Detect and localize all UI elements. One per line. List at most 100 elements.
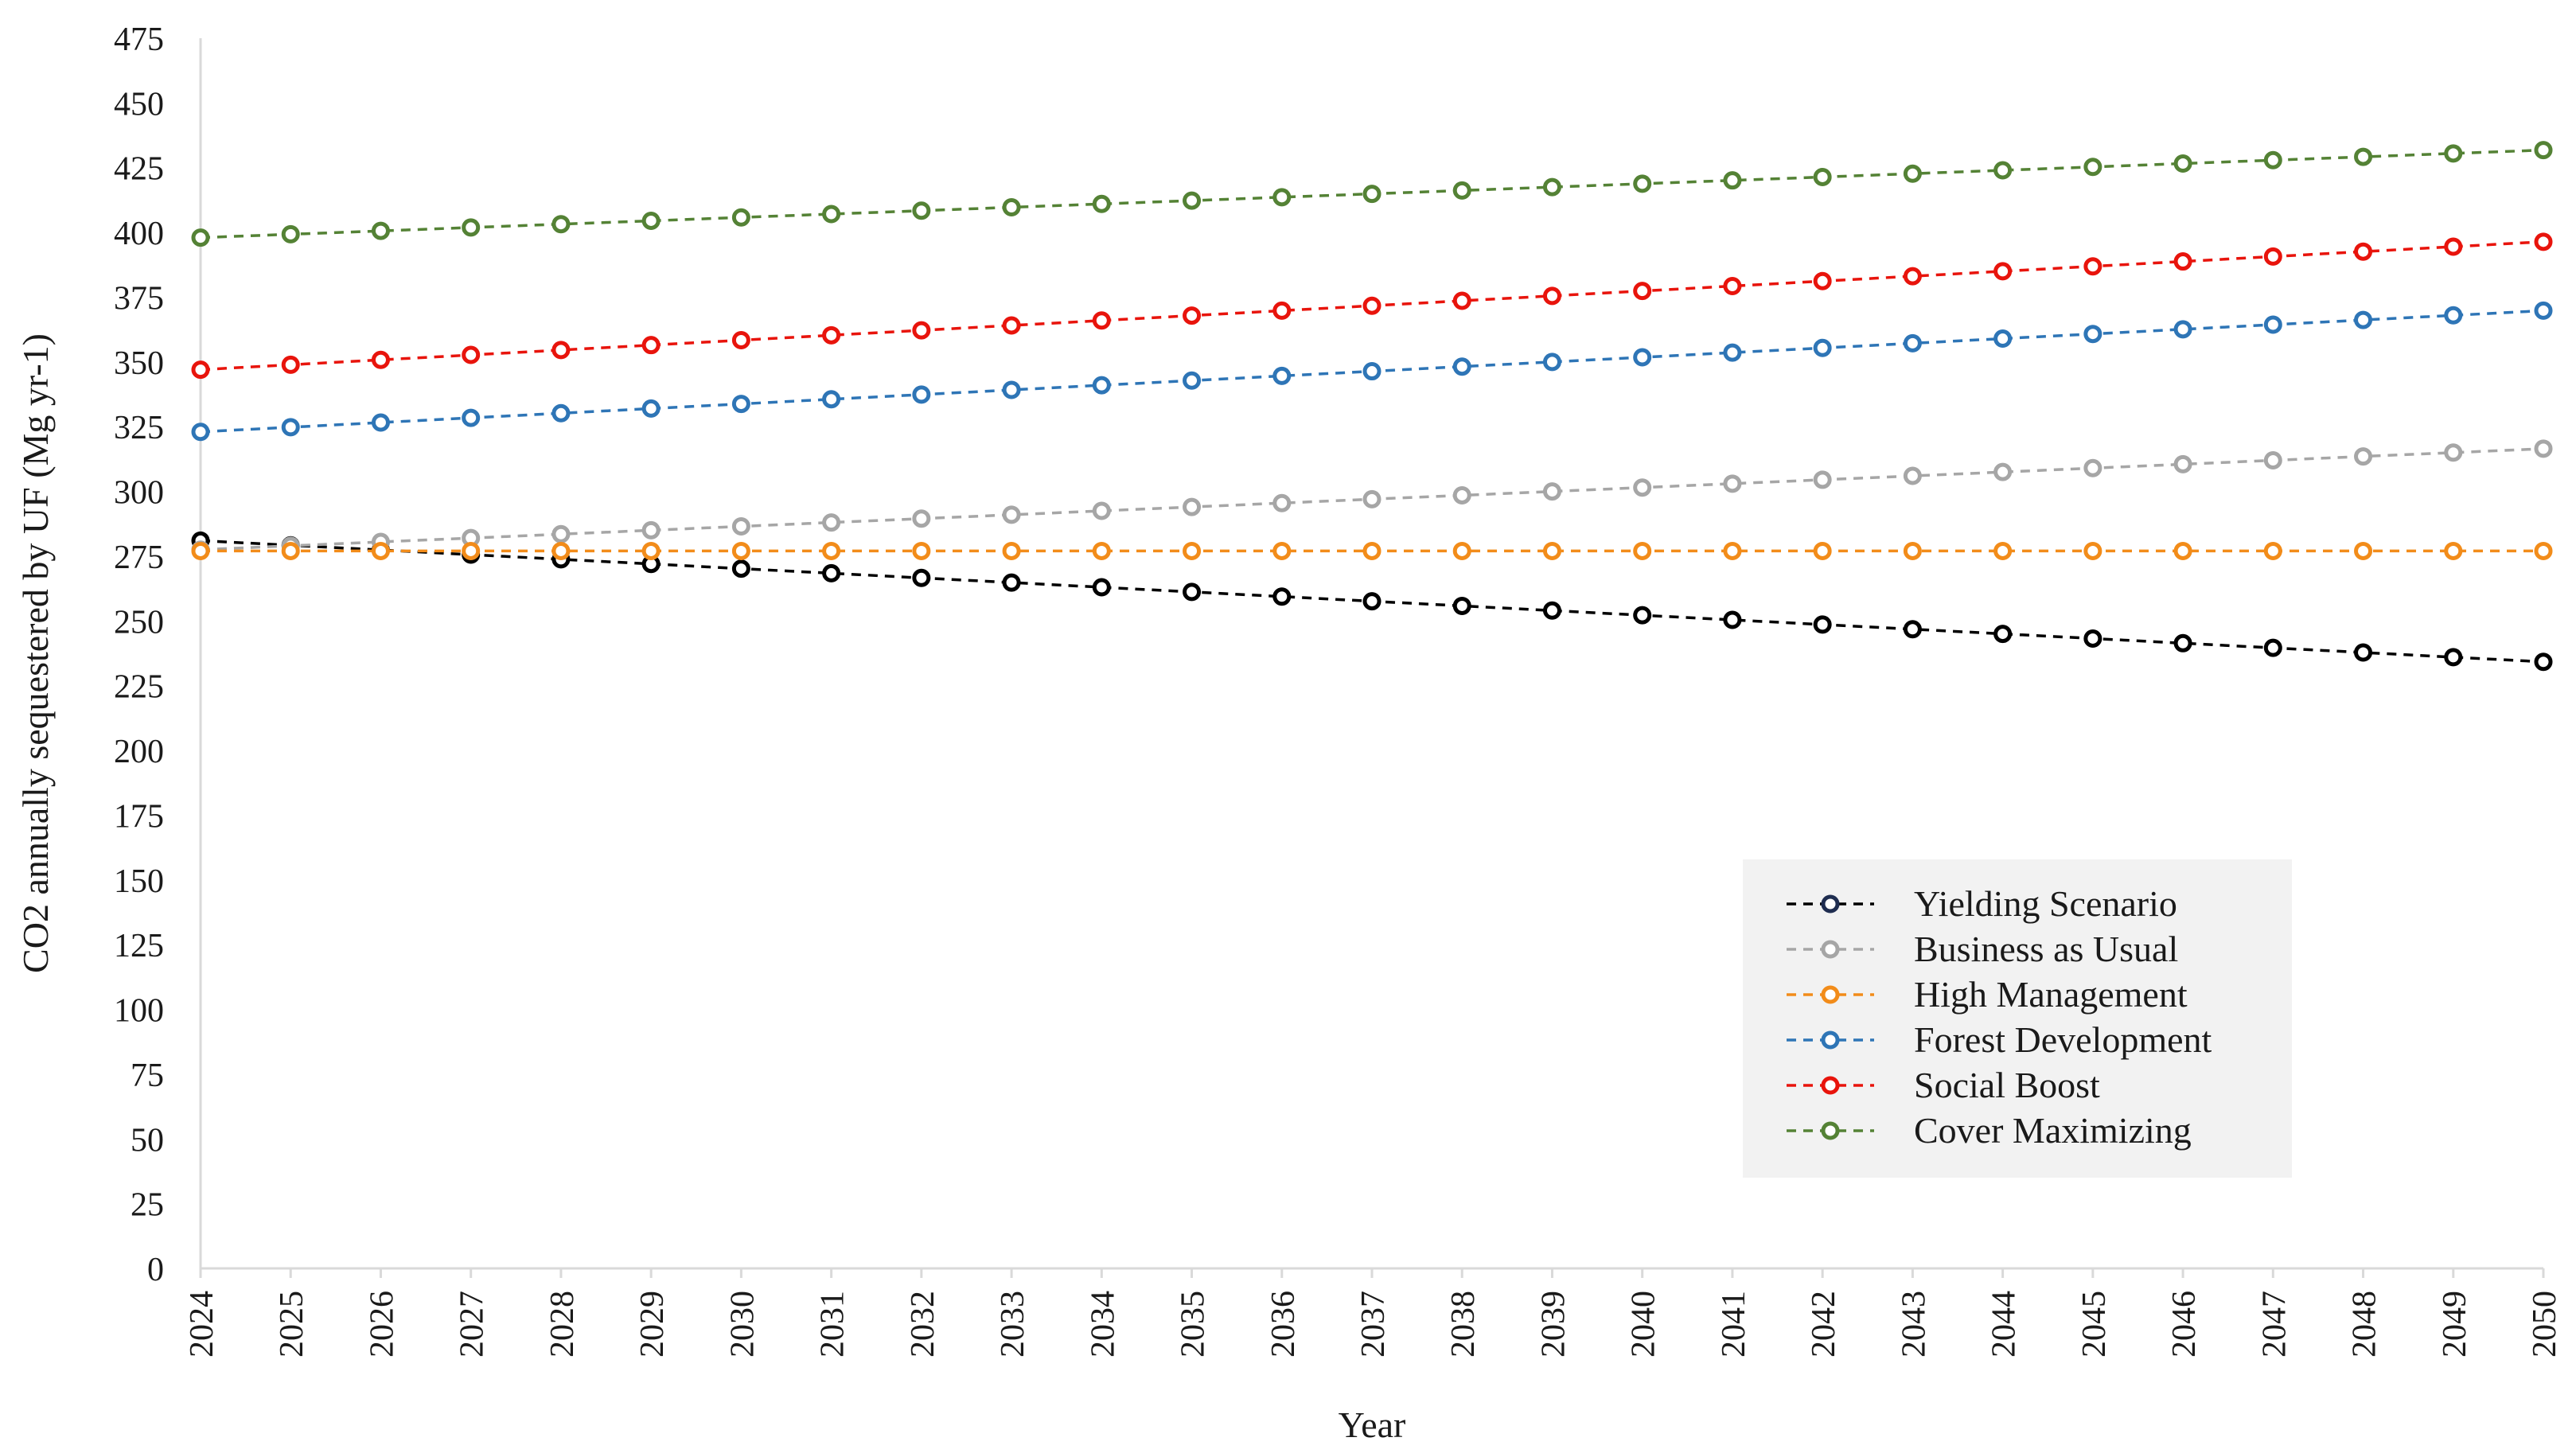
- data-point: [2263, 638, 2282, 657]
- data-point: [1813, 541, 1832, 560]
- data-point: [2444, 144, 2463, 163]
- data-point: [1723, 474, 1742, 493]
- data-point: [2534, 439, 2553, 458]
- data-point: [1993, 625, 2013, 644]
- data-point: [2263, 315, 2282, 334]
- x-tick-label: 2038: [1445, 1291, 1482, 1358]
- data-point: [2354, 643, 2373, 662]
- data-point: [1633, 541, 1652, 560]
- data-point: [2444, 541, 2463, 560]
- legend-marker: [1821, 940, 1840, 959]
- data-point: [1903, 164, 1922, 183]
- legend-label: Cover Maximizing: [1914, 1110, 2192, 1151]
- data-point: [2263, 541, 2282, 560]
- data-point: [1993, 541, 2013, 560]
- series-cover-maximizing: [191, 141, 2553, 247]
- data-point: [2354, 147, 2373, 166]
- x-tick-label: 2033: [995, 1291, 1031, 1358]
- y-tick-label: 275: [114, 540, 164, 576]
- data-point: [731, 541, 750, 560]
- y-tick-label: 100: [114, 993, 164, 1030]
- data-point: [1452, 485, 1471, 504]
- data-point: [2083, 458, 2102, 477]
- data-point: [1183, 541, 1202, 560]
- legend-label: High Management: [1914, 974, 2188, 1015]
- data-point: [1993, 329, 2013, 349]
- series-layer: [191, 141, 2553, 672]
- data-point: [1362, 489, 1382, 508]
- x-tick-label: 2037: [1355, 1291, 1392, 1358]
- data-point: [281, 541, 300, 560]
- data-point: [912, 321, 931, 340]
- data-point: [1633, 282, 1652, 301]
- data-point: [2534, 541, 2553, 560]
- data-point: [1362, 296, 1382, 315]
- data-point: [822, 541, 841, 560]
- data-point: [1542, 541, 1561, 560]
- x-tick-label: 2045: [2076, 1291, 2113, 1358]
- data-point: [371, 413, 390, 432]
- x-tick-label: 2026: [364, 1291, 400, 1358]
- series-business-as-usual: [191, 439, 2553, 559]
- data-point: [731, 559, 750, 578]
- data-point: [371, 350, 390, 369]
- data-point: [2173, 541, 2192, 560]
- data-point: [1723, 343, 1742, 362]
- data-point: [2444, 306, 2463, 325]
- y-tick-label: 175: [114, 798, 164, 835]
- data-point: [1092, 194, 1111, 213]
- y-tick-label: 325: [114, 410, 164, 446]
- x-tick-label: 2039: [1535, 1291, 1572, 1358]
- data-point: [641, 211, 661, 230]
- data-point: [1723, 610, 1742, 629]
- data-point: [1452, 357, 1471, 376]
- data-point: [2083, 158, 2102, 177]
- data-point: [822, 325, 841, 345]
- data-point: [1002, 541, 1021, 560]
- data-point: [1272, 188, 1292, 207]
- x-tick-label: 2036: [1265, 1291, 1302, 1358]
- y-tick-label: 150: [114, 863, 164, 900]
- data-point: [1542, 601, 1561, 620]
- data-point: [1813, 615, 1832, 634]
- data-point: [1092, 578, 1111, 597]
- data-point: [281, 418, 300, 437]
- data-point: [2173, 454, 2192, 473]
- data-point: [2173, 633, 2192, 652]
- data-point: [1272, 366, 1292, 385]
- x-tick-label: 2042: [1806, 1291, 1842, 1358]
- legend-label: Business as Usual: [1914, 929, 2178, 969]
- data-point: [371, 221, 390, 240]
- data-point: [1183, 582, 1202, 602]
- y-tick-label: 75: [131, 1058, 164, 1094]
- data-point: [1903, 620, 1922, 639]
- data-point: [1723, 541, 1742, 560]
- data-point: [2263, 451, 2282, 470]
- y-tick-label: 250: [114, 604, 164, 641]
- data-point: [462, 345, 481, 364]
- data-point: [1452, 541, 1471, 560]
- data-point: [641, 336, 661, 355]
- x-axis-label: Year: [1339, 1404, 1406, 1445]
- x-tick-label: 2044: [1986, 1291, 2023, 1358]
- x-tick-label: 2035: [1175, 1291, 1212, 1358]
- data-point: [191, 541, 210, 560]
- data-point: [1633, 478, 1652, 497]
- data-point: [731, 395, 750, 414]
- data-point: [191, 360, 210, 380]
- legend: Yielding Scenario Business as Usual High M…: [1743, 859, 2292, 1178]
- x-tick-label: 2029: [634, 1291, 671, 1358]
- data-point: [1092, 311, 1111, 330]
- data-point: [641, 541, 661, 560]
- data-point: [1633, 606, 1652, 625]
- series-forest-development: [191, 301, 2553, 442]
- data-point: [2083, 629, 2102, 648]
- data-point: [822, 390, 841, 409]
- data-point: [2354, 310, 2373, 329]
- data-point: [1903, 466, 1922, 485]
- y-tick-label: 225: [114, 669, 164, 706]
- legend-label: Social Boost: [1914, 1065, 2100, 1105]
- data-point: [462, 541, 481, 560]
- y-tick-label: 25: [131, 1187, 164, 1224]
- data-point: [1092, 376, 1111, 395]
